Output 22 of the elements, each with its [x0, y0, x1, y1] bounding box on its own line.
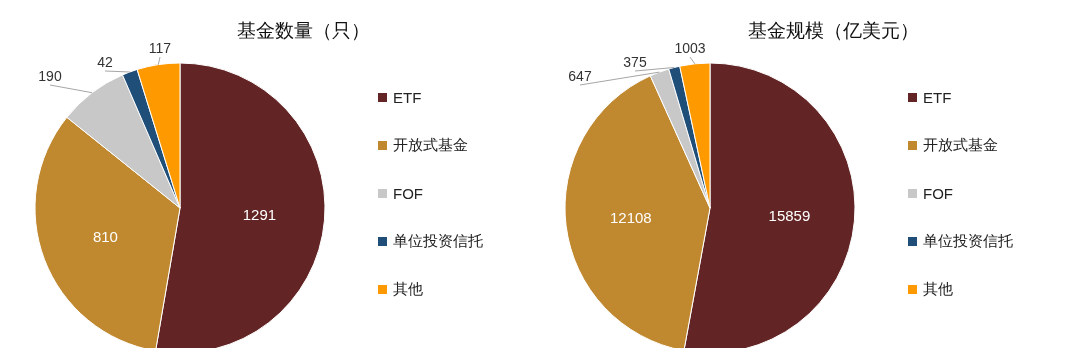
legend-label: FOF	[923, 184, 953, 202]
legend-label: 开放式基金	[923, 135, 998, 155]
data-label: 810	[92, 227, 118, 245]
data-label: 190	[38, 68, 62, 84]
legend-label: 其他	[923, 279, 953, 299]
data-label: 375	[623, 54, 647, 70]
data-label: 12108	[609, 209, 652, 227]
legend-label: 单位投资信托	[393, 231, 483, 251]
data-label: 42	[97, 54, 113, 70]
legend-label: 开放式基金	[393, 135, 468, 155]
legend-label: ETF	[393, 88, 422, 106]
data-label: 15859	[768, 206, 811, 224]
legend-label: FOF	[393, 184, 423, 202]
chart-title: 基金规模（亿美元）	[746, 19, 920, 43]
data-label: 1291	[242, 206, 277, 224]
data-label: 1003	[674, 40, 706, 56]
data-label: 647	[568, 68, 592, 84]
legend-label: 其他	[393, 279, 423, 299]
data-label: 117	[148, 40, 172, 56]
legend-label: ETF	[923, 88, 952, 106]
chart-title: 基金数量（只）	[235, 19, 371, 43]
legend-label: 单位投资信托	[923, 231, 1013, 251]
